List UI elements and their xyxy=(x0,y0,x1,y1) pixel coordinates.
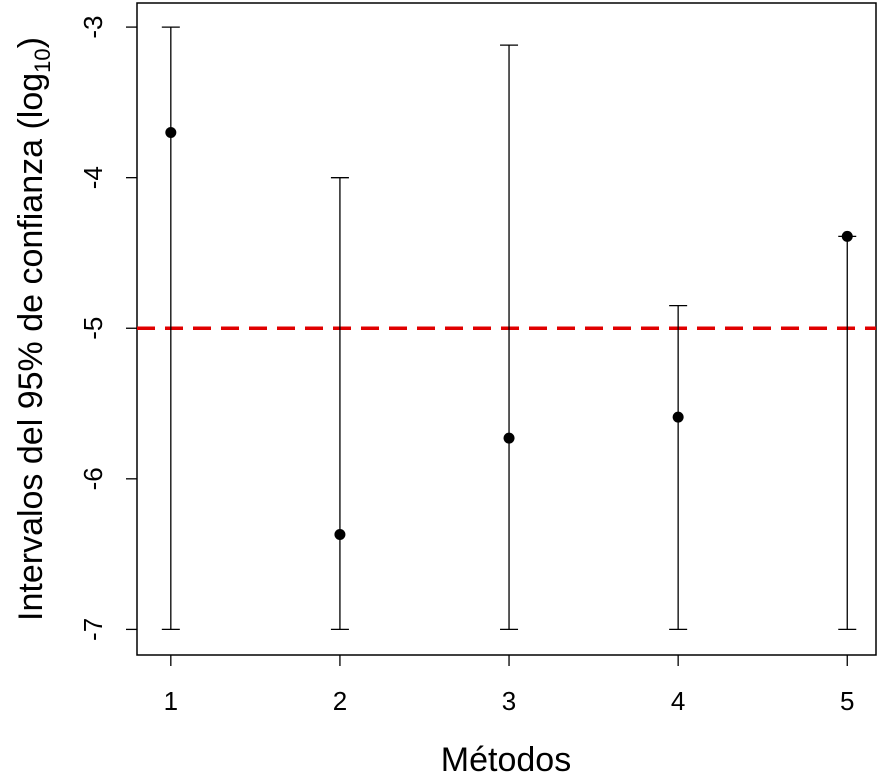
x-tick-label-2: 2 xyxy=(333,686,347,716)
data-point-4 xyxy=(672,411,684,423)
y-tick-label-2: -4 xyxy=(78,166,108,189)
y-tick-label-1: -3 xyxy=(78,16,108,39)
x-tick-label-3: 3 xyxy=(502,686,516,716)
y-axis-title: Intervalos del 95% de confianza (log10) xyxy=(12,37,55,621)
data-point-5 xyxy=(841,230,853,242)
data-point-3 xyxy=(503,432,515,444)
y-tick-label-3: -5 xyxy=(78,317,108,340)
data-point-2 xyxy=(334,529,346,541)
y-axis-title-close: ) xyxy=(12,37,50,48)
y-axis-title-main: Intervalos del 95% de confianza (log xyxy=(12,73,50,621)
x-tick-label-1: 1 xyxy=(164,686,178,716)
x-tick-label-4: 4 xyxy=(671,686,685,716)
data-point-1 xyxy=(165,126,177,138)
x-axis-title: Métodos xyxy=(441,741,571,779)
x-tick-label-5: 5 xyxy=(840,686,854,716)
y-tick-label-5: -7 xyxy=(78,618,108,641)
y-axis-title-subscript: 10 xyxy=(30,48,55,72)
y-tick-label-4: -6 xyxy=(78,467,108,490)
